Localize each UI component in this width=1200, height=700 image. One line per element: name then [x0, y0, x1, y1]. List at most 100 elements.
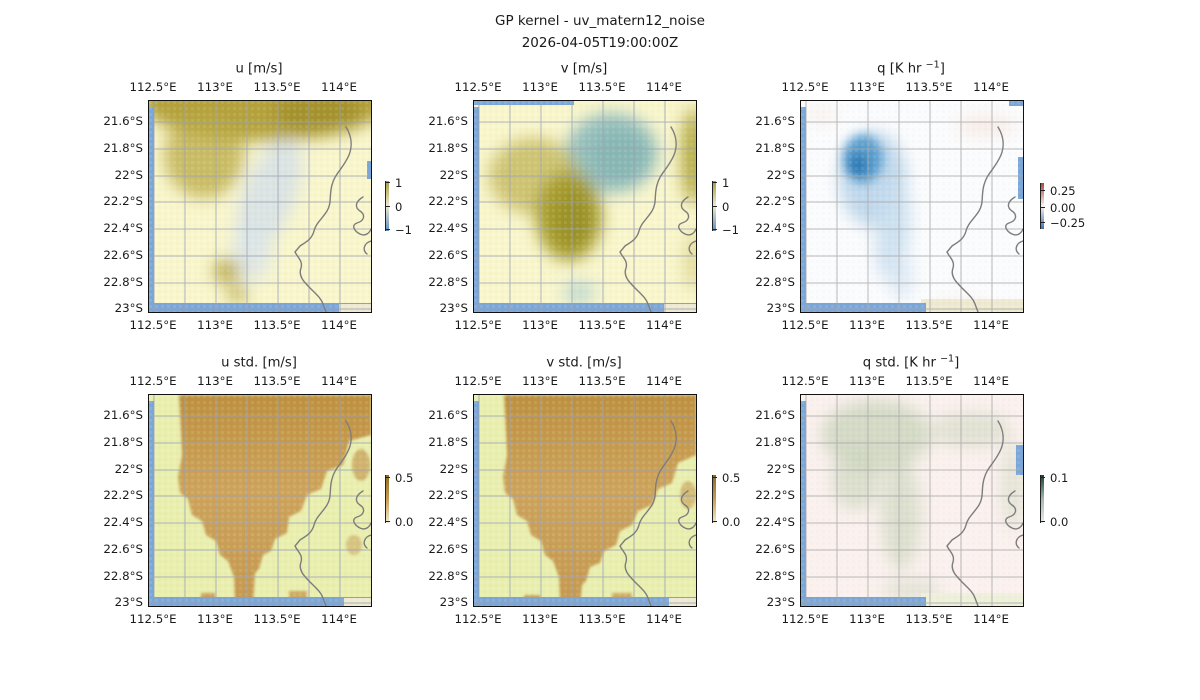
y-tick-label: 22.2°S [428, 488, 468, 502]
x-tick-label: 113°E [197, 318, 233, 332]
y-tick-label: 22.4°S [755, 221, 795, 235]
y-tick-label: 22.8°S [428, 569, 468, 583]
colorbar-tick [1040, 222, 1045, 223]
colorbar-tick [1040, 207, 1045, 208]
y-tick-label: 21.8°S [103, 141, 143, 155]
y-tick-label: 22.6°S [428, 248, 468, 262]
y-tick-label: 21.8°S [103, 435, 143, 449]
panel-title-text: u [m/s] [235, 61, 283, 77]
map-ustd-heatmap [149, 395, 371, 606]
colorbar-tick [712, 521, 717, 522]
panel-vstd [473, 394, 697, 607]
x-tick-label: 113°E [849, 612, 885, 626]
y-tick-label: 22°S [766, 462, 795, 476]
colorbar-qstd [1040, 475, 1045, 523]
x-tick-label: 113°E [522, 374, 558, 388]
x-tick-label: 113°E [849, 318, 885, 332]
y-tick-label: 22.2°S [755, 488, 795, 502]
x-tick-label: 112.5°E [129, 612, 177, 626]
map-q-heatmap [801, 101, 1023, 312]
panel-title-text: q std. [K hr [862, 355, 941, 371]
y-tick-label: 22°S [114, 168, 143, 182]
colorbar-vstd [712, 475, 717, 523]
x-tick-label: 113.5°E [905, 80, 953, 94]
panel-title-text: v [m/s] [560, 61, 608, 77]
colorbar-tick [712, 206, 717, 207]
x-tick-label: 114°E [321, 318, 357, 332]
y-tick-label: 22.8°S [103, 275, 143, 289]
y-tick-label: 21.8°S [755, 141, 795, 155]
colorbar-tick-label: 0.0 [395, 515, 414, 529]
map-u-heatmap [149, 101, 371, 312]
y-tick-label: 23°S [766, 595, 795, 609]
x-tick-label: 113.5°E [578, 318, 626, 332]
x-tick-label: 113.5°E [253, 374, 301, 388]
x-tick-label: 113°E [849, 80, 885, 94]
y-tick-label: 21.6°S [103, 114, 143, 128]
y-tick-label: 22.6°S [103, 542, 143, 556]
colorbar-tick-label: 0.5 [395, 471, 414, 485]
y-tick-label: 22.4°S [428, 515, 468, 529]
y-tick-label: 22.6°S [755, 542, 795, 556]
y-tick-label: 22.4°S [755, 515, 795, 529]
x-tick-label: 113.5°E [578, 612, 626, 626]
colorbar-tick [712, 182, 717, 183]
y-tick-label: 22.2°S [103, 194, 143, 208]
colorbar-ustd [385, 475, 390, 523]
x-tick-label: 114°E [321, 612, 357, 626]
y-tick-label: 23°S [439, 301, 468, 315]
x-tick-label: 114°E [646, 80, 682, 94]
colorbar-tick [1040, 477, 1045, 478]
x-tick-label: 112.5°E [781, 374, 829, 388]
x-tick-label: 113°E [849, 374, 885, 388]
figure-timestamp: 2026-04-05T19:00:00Z [521, 35, 679, 51]
x-tick-label: 112.5°E [454, 374, 502, 388]
y-tick-label: 22°S [439, 168, 468, 182]
colorbar-tick-label: −1 [395, 223, 412, 237]
y-tick-label: 22.2°S [428, 194, 468, 208]
y-tick-label: 21.6°S [428, 408, 468, 422]
colorbar-tick-label: 1 [395, 176, 403, 190]
panel-qstd [800, 394, 1024, 607]
y-tick-label: 22.6°S [755, 248, 795, 262]
y-tick-label: 21.6°S [755, 114, 795, 128]
panel-title-vstd: v std. [m/s] [473, 353, 695, 371]
colorbar-tick-label: 0.0 [1050, 515, 1069, 529]
y-tick-label: 22°S [766, 168, 795, 182]
y-tick-label: 22.6°S [428, 542, 468, 556]
panel-ustd [148, 394, 372, 607]
colorbar-tick-label: −0.25 [1050, 216, 1086, 230]
y-tick-label: 22.6°S [103, 248, 143, 262]
y-tick-label: 21.8°S [755, 435, 795, 449]
colorbar-tick [385, 206, 390, 207]
x-tick-label: 113°E [522, 80, 558, 94]
y-tick-label: 21.8°S [428, 141, 468, 155]
panel-title-text: ] [939, 61, 945, 77]
x-tick-label: 114°E [321, 80, 357, 94]
y-tick-label: 21.6°S [755, 408, 795, 422]
panel-q [800, 100, 1024, 313]
x-tick-label: 113°E [522, 612, 558, 626]
x-tick-label: 113.5°E [578, 80, 626, 94]
y-tick-label: 21.8°S [428, 435, 468, 449]
colorbar-tick-label: 0.5 [722, 471, 741, 485]
panel-title-sup: −1 [925, 59, 940, 71]
x-tick-label: 114°E [973, 80, 1009, 94]
y-tick-label: 22.8°S [103, 569, 143, 583]
colorbar-tick-label: 0 [395, 200, 403, 214]
y-tick-label: 22.4°S [103, 515, 143, 529]
x-tick-label: 114°E [321, 374, 357, 388]
panel-title-v: v [m/s] [473, 59, 695, 77]
x-tick-label: 114°E [973, 318, 1009, 332]
map-v-heatmap [474, 101, 696, 312]
x-tick-label: 112.5°E [781, 318, 829, 332]
x-tick-label: 114°E [973, 612, 1009, 626]
x-tick-label: 113°E [522, 318, 558, 332]
y-tick-label: 23°S [439, 595, 468, 609]
colorbar-tick-label: 0.0 [722, 515, 741, 529]
x-tick-label: 112.5°E [129, 374, 177, 388]
x-tick-label: 112.5°E [454, 318, 502, 332]
colorbar-tick-label: 1 [722, 176, 730, 190]
y-tick-label: 22°S [114, 462, 143, 476]
